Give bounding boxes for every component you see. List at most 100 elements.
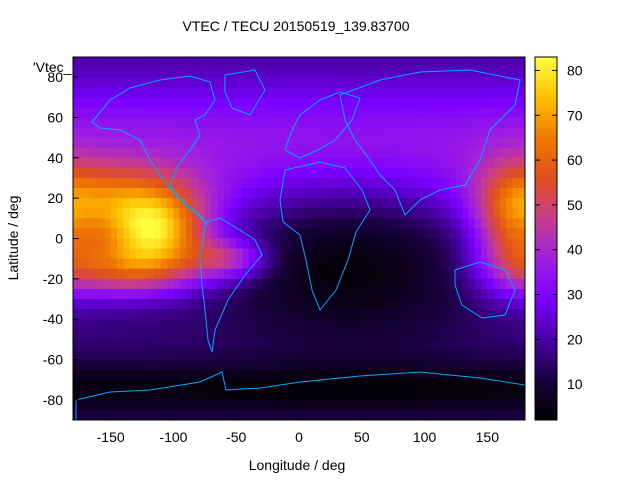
heat-cell: [116, 359, 124, 371]
heat-cell: [255, 399, 262, 411]
heat-cell: [192, 188, 200, 199]
heat-cell: [135, 127, 143, 139]
heat-cell: [248, 299, 256, 310]
heat-cell: [173, 117, 181, 129]
heat-cell: [154, 137, 162, 149]
heat-cell: [393, 409, 401, 420]
heat-cell: [506, 399, 514, 411]
heat-cell: [79, 77, 87, 88]
heat-cell: [292, 268, 300, 280]
heat-cell: [261, 157, 269, 169]
heat-cell: [173, 228, 181, 240]
heat-cell: [79, 218, 87, 230]
heat-cell: [349, 299, 357, 310]
heat-cell: [418, 117, 426, 129]
heat-cell: [73, 147, 80, 159]
heat-cell: [129, 329, 137, 340]
heat-cell: [330, 409, 338, 420]
heat-cell: [311, 389, 319, 401]
heat-cell: [179, 188, 187, 199]
heat-cell: [349, 87, 357, 98]
heat-cell: [248, 288, 256, 300]
heat-cell: [405, 57, 413, 68]
heat-cell: [104, 409, 112, 420]
heat-cell: [91, 329, 99, 340]
heat-cell: [73, 268, 80, 280]
heat-cell: [79, 87, 87, 98]
heat-cell: [437, 208, 444, 219]
heat-cell: [336, 319, 344, 330]
heat-cell: [368, 167, 375, 179]
heat-cell: [430, 228, 438, 240]
heat-cell: [361, 349, 369, 361]
heat-cell: [512, 238, 520, 250]
heat-cell: [330, 248, 338, 260]
heat-cell: [135, 369, 143, 381]
heat-cell: [418, 157, 426, 169]
heat-cell: [468, 157, 476, 169]
heat-cell: [474, 369, 482, 381]
heat-cell: [129, 188, 137, 199]
heat-cell: [236, 137, 244, 149]
heat-cell: [324, 107, 331, 119]
heat-cell: [110, 228, 118, 240]
heat-cell: [116, 319, 124, 330]
heat-cell: [160, 409, 168, 420]
heat-cell: [248, 137, 256, 149]
heat-cell: [299, 87, 306, 98]
heat-cell: [273, 409, 281, 420]
heat-cell: [286, 77, 294, 88]
heat-cell: [167, 238, 175, 250]
heat-cell: [449, 409, 457, 420]
heat-cell: [236, 359, 244, 371]
heat-cell: [462, 309, 470, 320]
heat-cell: [317, 147, 325, 159]
heat-cell: [437, 67, 444, 78]
heat-cell: [512, 309, 520, 320]
heat-cell: [330, 369, 338, 381]
heat-cell: [79, 349, 87, 361]
heat-cell: [361, 389, 369, 401]
heat-cell: [330, 379, 338, 391]
heat-cell: [204, 228, 212, 240]
heat-cell: [493, 228, 501, 240]
heat-cell: [110, 238, 118, 250]
heat-cell: [286, 369, 294, 381]
heat-cell: [311, 359, 319, 371]
heat-cell: [330, 137, 338, 149]
heat-cell: [79, 57, 87, 68]
heat-cell: [236, 147, 244, 159]
heat-cell: [499, 167, 507, 179]
heat-cell: [455, 379, 463, 391]
heat-cell: [273, 178, 281, 189]
heat-cell: [493, 97, 501, 109]
heat-cell: [211, 107, 218, 119]
heat-cell: [443, 208, 451, 219]
heat-cell: [160, 319, 168, 330]
heat-cell: [455, 228, 463, 240]
heat-cell: [173, 67, 181, 78]
heat-cell: [167, 349, 175, 361]
heat-cell: [236, 228, 244, 240]
heat-cell: [135, 57, 143, 68]
heatmap-cells: [73, 57, 525, 420]
heat-cell: [412, 309, 419, 320]
heat-cell: [305, 117, 313, 129]
heat-cell: [474, 359, 482, 371]
heat-cell: [255, 87, 262, 98]
heat-cell: [386, 57, 394, 68]
heat-cell: [242, 248, 250, 260]
heat-cell: [192, 67, 200, 78]
heat-cell: [412, 127, 419, 139]
heat-cell: [305, 107, 313, 119]
heat-cell: [73, 248, 80, 260]
heat-cell: [487, 147, 495, 159]
heat-cell: [91, 288, 99, 300]
heat-cell: [342, 208, 350, 219]
heat-cell: [499, 77, 507, 88]
heat-cell: [374, 349, 382, 361]
heat-cell: [142, 107, 149, 119]
heat-cell: [223, 77, 231, 88]
heat-cell: [267, 258, 275, 270]
heat-cell: [104, 107, 112, 119]
